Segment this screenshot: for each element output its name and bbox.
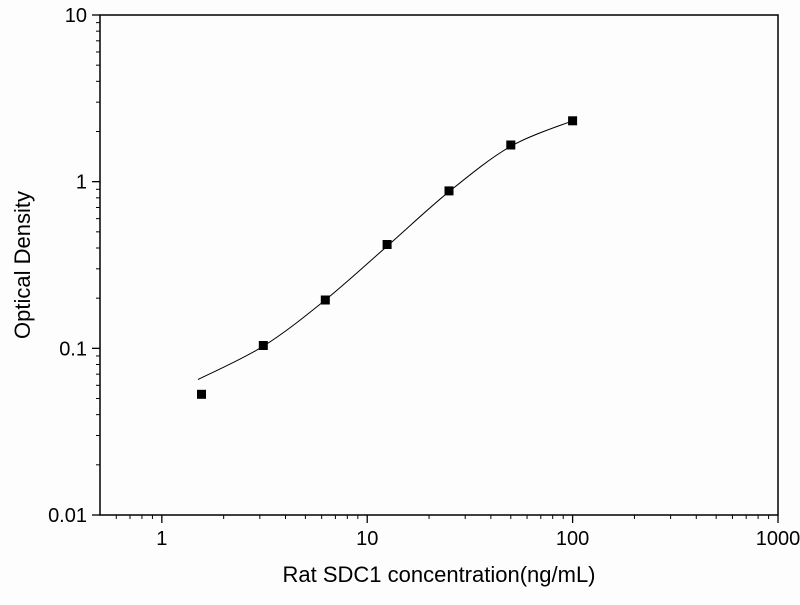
data-point-markers <box>197 116 578 399</box>
y-axis-tick-label: 1 <box>76 172 87 194</box>
y-axis-tick-label: 0.1 <box>59 338 87 360</box>
data-point-marker <box>444 186 454 196</box>
data-point-marker <box>506 140 516 150</box>
y-axis-title: Optical Density <box>10 191 35 339</box>
minor-ticks <box>96 22 770 519</box>
x-axis-tick-label: 10 <box>356 528 378 550</box>
x-axis-title: Rat SDC1 concentration(ng/mL) <box>282 562 595 587</box>
fit-curve-line <box>197 120 573 380</box>
x-axis-tick-label: 1 <box>156 528 167 550</box>
y-axis-tick-label: 10 <box>65 5 87 27</box>
y-axis-tick-labels: 0.01 0.1 1 10 <box>48 5 87 527</box>
data-point-marker <box>258 341 268 350</box>
plot-area-border <box>99 14 779 516</box>
x-axis-tick-label: 1000 <box>756 528 800 550</box>
x-axis-tick-labels: 1 10 100 1000 <box>156 528 800 550</box>
major-ticks <box>92 14 779 523</box>
data-point-marker <box>568 116 578 126</box>
data-point-marker <box>197 389 206 399</box>
data-point-marker <box>320 295 330 305</box>
y-axis-tick-label: 0.01 <box>48 505 87 527</box>
data-point-marker <box>382 240 392 249</box>
x-axis-tick-label: 100 <box>556 528 589 550</box>
